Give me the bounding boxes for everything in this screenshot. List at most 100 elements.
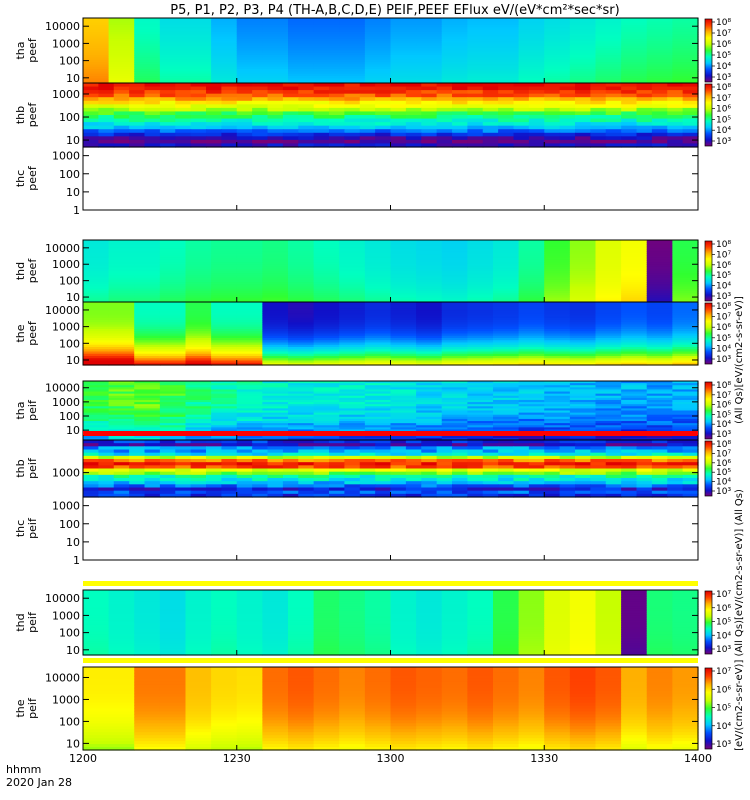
- heatmap-cell: [288, 592, 315, 596]
- colorbar-tick-label: 10⁵: [716, 410, 731, 420]
- heatmap-cell: [441, 596, 468, 600]
- heatmap-cell: [313, 29, 340, 33]
- heatmap-cell: [646, 351, 673, 355]
- heatmap-cell: [544, 459, 561, 463]
- heatmap-cell: [544, 416, 571, 420]
- heatmap-cell: [252, 452, 269, 457]
- heatmap-cell: [313, 255, 340, 259]
- heatmap-cell: [313, 347, 340, 350]
- heatmap-cell: [211, 362, 238, 366]
- heatmap-cell: [288, 429, 315, 433]
- heatmap-cell: [211, 50, 238, 54]
- heatmap-cell: [646, 313, 673, 317]
- heatmap-cell: [605, 132, 622, 137]
- heatmap-cell: [267, 97, 284, 102]
- heatmap-cell: [390, 257, 417, 261]
- heatmap-cell: [159, 594, 187, 598]
- heatmap-cell: [441, 631, 468, 635]
- heatmap-cell: [211, 349, 238, 353]
- heatmap-cell: [559, 143, 576, 148]
- heatmap-cell: [452, 481, 468, 485]
- heatmap-cell: [621, 244, 648, 248]
- heatmap-cell: [129, 487, 146, 492]
- heatmap-cell: [544, 288, 571, 292]
- heatmap-cell: [288, 631, 315, 635]
- heatmap-cell: [159, 279, 187, 283]
- heatmap-cell: [298, 443, 315, 447]
- heatmap-cell: [108, 66, 135, 70]
- heatmap-cell: [83, 59, 110, 63]
- heatmap-cell: [467, 391, 494, 395]
- heatmap-cell: [416, 282, 443, 285]
- heatmap-cell: [313, 471, 330, 476]
- heatmap-cell: [364, 313, 392, 317]
- heatmap-cell: [211, 418, 238, 422]
- heatmap-cell: [134, 645, 161, 649]
- heatmap-cell: [339, 338, 366, 341]
- heatmap-cell: [498, 86, 515, 91]
- heatmap-cell: [621, 452, 638, 457]
- heatmap-cell: [313, 360, 340, 364]
- heatmap-cell: [405, 100, 422, 105]
- heatmap-cell: [621, 59, 648, 63]
- heatmap-cell: [175, 493, 192, 498]
- heatmap-cell: [159, 288, 187, 292]
- heatmap-cell: [416, 437, 443, 441]
- heatmap-cell: [134, 606, 161, 610]
- heatmap-cell: [108, 414, 135, 418]
- heatmap-cell: [569, 324, 597, 328]
- heatmap-cell: [518, 320, 545, 323]
- heatmap-cell: [129, 122, 146, 127]
- heatmap-cell: [441, 333, 468, 337]
- heatmap-cell: [544, 143, 561, 148]
- heatmap-cell: [467, 320, 494, 323]
- heatmap-cell: [236, 423, 263, 426]
- heatmap-cell: [339, 340, 366, 344]
- heatmap-cell: [595, 331, 622, 335]
- heatmap-cell: [236, 286, 263, 290]
- heatmap-cell: [390, 27, 417, 31]
- heatmap-cell: [544, 452, 561, 457]
- heatmap-cell: [498, 122, 515, 127]
- heatmap-cell: [498, 440, 515, 444]
- heatmap-cell: [569, 259, 597, 263]
- heatmap-cell: [621, 24, 648, 28]
- heatmap-cell: [672, 284, 699, 288]
- heatmap-cell: [364, 335, 392, 339]
- heatmap-cell: [544, 333, 571, 337]
- heatmap-cell: [569, 342, 597, 346]
- heatmap-cell: [528, 474, 545, 479]
- heatmap-cell: [441, 423, 468, 426]
- heatmap-cell: [262, 255, 289, 259]
- heatmap-cell: [211, 34, 238, 38]
- heatmap-cell: [636, 107, 653, 113]
- heatmap-cell: [313, 129, 330, 134]
- heatmap-cell: [416, 347, 443, 350]
- heatmap-cell: [144, 468, 161, 473]
- heatmap-cell: [667, 455, 684, 460]
- heatmap-cell: [83, 404, 110, 407]
- heatmap-cell: [262, 416, 289, 420]
- heatmap-cell: [211, 608, 238, 612]
- heatmap-cell: [134, 273, 161, 277]
- heatmap-cell: [134, 248, 161, 252]
- heatmap-cell: [544, 36, 571, 40]
- heatmap-cell: [83, 27, 110, 31]
- heatmap-cell: [134, 275, 161, 279]
- heatmap-cell: [544, 599, 571, 603]
- heatmap-cell: [482, 115, 499, 120]
- heatmap-cell: [364, 412, 392, 416]
- heatmap-cell: [364, 416, 392, 420]
- heatmap-cell: [390, 429, 417, 433]
- heatmap-cell: [190, 118, 207, 123]
- heatmap-cell: [595, 631, 622, 635]
- heatmap-cell: [493, 599, 520, 603]
- heatmap-cell: [575, 446, 591, 451]
- heatmap-cell: [83, 429, 110, 433]
- heatmap-cell: [416, 596, 443, 600]
- heatmap-cell: [595, 610, 622, 614]
- heatmap-cell: [467, 615, 494, 619]
- heatmap-cell: [452, 487, 468, 492]
- heatmap-cell: [185, 48, 212, 52]
